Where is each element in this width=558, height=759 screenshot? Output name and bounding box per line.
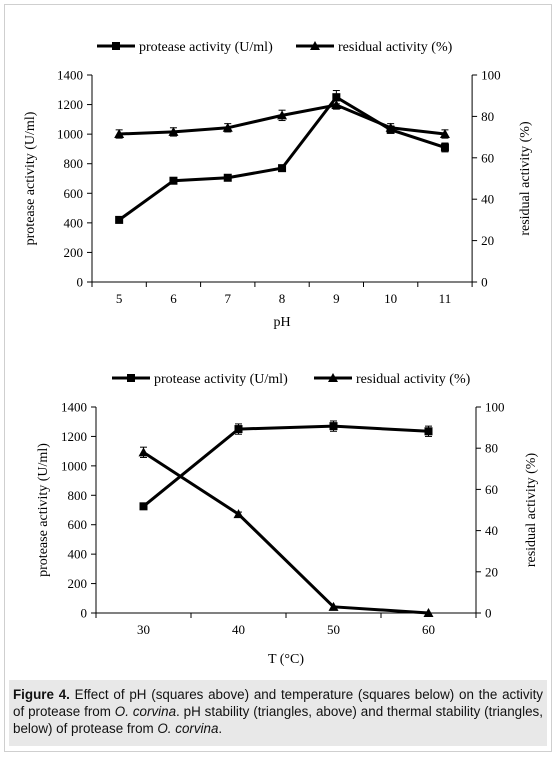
left-tick-label: 0 [77, 275, 84, 290]
residual-data-point [277, 110, 288, 120]
x-tick-label: 30 [137, 622, 150, 637]
residual-legend-label: residual activity (%) [338, 40, 453, 55]
x-tick-label: 9 [333, 291, 340, 306]
x-tick-label: 7 [225, 291, 232, 306]
protease-legend-label: protease activity (U/ml) [154, 372, 288, 387]
figure-frame [4, 4, 552, 752]
residual-data-point [138, 447, 149, 457]
right-y-axis-title: residual activity (%) [524, 453, 539, 568]
right-tick-label: 100 [481, 68, 501, 83]
right-tick-label: 60 [485, 482, 498, 497]
x-tick-label: 6 [170, 291, 177, 306]
left-tick-label: 800 [68, 488, 88, 503]
protease-data-point [169, 176, 178, 185]
x-tick-label: 5 [116, 291, 123, 306]
protease-data-point [424, 427, 433, 436]
x-axis-title: pH [273, 315, 290, 330]
residual-series-line [142, 451, 429, 615]
protease-data-point [115, 215, 124, 224]
right-tick-label: 20 [485, 564, 498, 579]
left-y-axis-title: protease activity (U/ml) [23, 111, 38, 245]
right-tick-label: 80 [485, 441, 498, 456]
x-tick-label: 11 [439, 291, 452, 306]
caption-text-2: . pH stability (triangles, above) and th… [13, 704, 543, 736]
caption-text-1: Effect of pH (squares above) and tempera… [13, 687, 543, 719]
right-tick-label: 40 [481, 192, 494, 207]
x-tick-label: 40 [232, 622, 245, 637]
residual-data-point [385, 122, 396, 132]
right-tick-label: 80 [481, 109, 494, 124]
left-tick-label: 1400 [61, 400, 87, 415]
residual-legend-marker [328, 373, 338, 382]
left-tick-label: 600 [68, 517, 88, 532]
protease-data-point [139, 502, 148, 511]
residual-data-point [328, 601, 339, 611]
caption-organism-2: O. corvina [157, 721, 219, 736]
residual-legend-marker [310, 41, 320, 50]
right-tick-label: 0 [485, 606, 492, 621]
x-tick-label: 60 [422, 622, 435, 637]
residual-legend-label: residual activity (%) [356, 372, 471, 387]
left-tick-label: 400 [64, 215, 84, 230]
left-y-axis-title: protease activity (U/ml) [36, 443, 51, 577]
x-tick-label: 10 [384, 291, 397, 306]
caption-label: Figure 4. [13, 687, 70, 702]
x-tick-label: 8 [279, 291, 286, 306]
protease-data-point [234, 425, 243, 434]
left-tick-label: 400 [68, 547, 88, 562]
ph-chart: 0 200 400 600 800 1000 1200 1400 0 20 40 60 80 100 5 6 7… [23, 40, 533, 330]
protease-legend-marker [112, 42, 120, 50]
left-tick-label: 1400 [57, 68, 83, 83]
left-tick-label: 1000 [61, 458, 87, 473]
protease-legend-marker [127, 374, 135, 382]
left-tick-label: 600 [64, 186, 84, 201]
protease-legend-label: protease activity (U/ml) [139, 40, 273, 55]
protease-series-line [142, 424, 429, 508]
protease-data-point [440, 143, 449, 152]
left-tick-label: 0 [81, 606, 88, 621]
protease-data-point [329, 422, 338, 431]
residual-data-point [114, 128, 125, 138]
caption-organism: O. corvina [114, 704, 177, 719]
left-tick-label: 1200 [61, 429, 87, 444]
caption-text-3: . [218, 721, 223, 736]
x-axis-title: T (°C) [268, 652, 304, 667]
right-tick-label: 100 [485, 400, 505, 415]
left-tick-label: 1200 [57, 97, 83, 112]
right-y-axis-title: residual activity (%) [518, 121, 533, 236]
protease-data-point [278, 164, 287, 173]
right-tick-label: 20 [481, 233, 494, 248]
left-tick-label: 800 [64, 156, 84, 171]
figure-caption: Figure 4. Effect of pH (squares above) a… [9, 680, 547, 746]
residual-data-point [233, 509, 244, 519]
x-tick-label: 50 [327, 622, 340, 637]
left-tick-label: 1000 [57, 127, 83, 142]
left-tick-label: 200 [64, 245, 84, 260]
residual-data-point [222, 122, 233, 132]
protease-data-point [223, 173, 232, 182]
residual-data-point [423, 608, 434, 617]
residual-data-point [331, 100, 342, 110]
right-tick-label: 40 [485, 523, 498, 538]
residual-data-point [439, 128, 450, 138]
residual-data-point [168, 126, 179, 136]
protease-data-point [332, 93, 341, 102]
temperature-chart: 0 200 400 600 800 1000 1200 1400 0 20 40 60 80 100 30 4… [36, 372, 539, 667]
left-tick-label: 200 [68, 576, 88, 591]
right-tick-label: 0 [481, 275, 488, 290]
right-tick-label: 60 [481, 150, 494, 165]
